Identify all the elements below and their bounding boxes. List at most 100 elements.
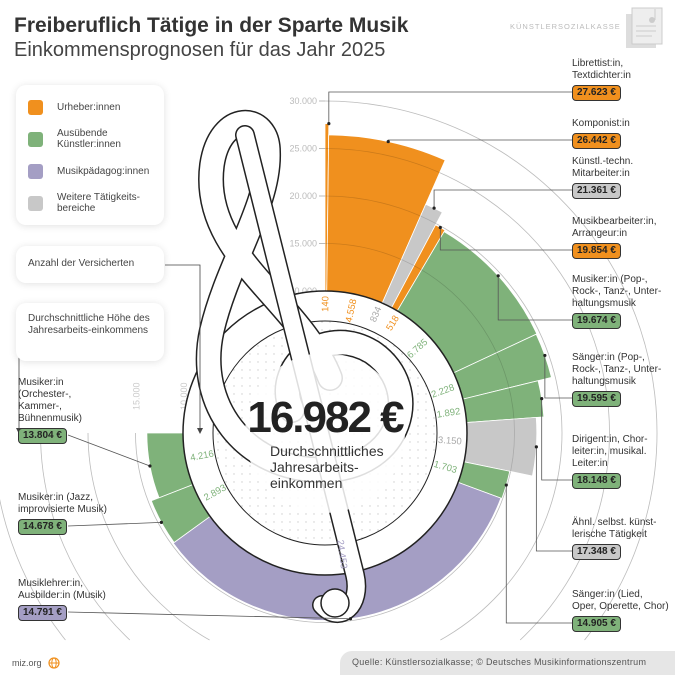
leader-line <box>505 485 572 624</box>
income-badge: 14.905 € <box>572 616 621 632</box>
leader-dot <box>534 445 538 449</box>
income-badge: 26.442 € <box>572 133 621 149</box>
leader-dot <box>496 274 500 278</box>
legend-item-weitere: Weitere Tätigkeits-bereiche <box>16 187 164 219</box>
leader-dot <box>327 122 331 126</box>
legend-item-urheber: Urheber:innen <box>16 91 164 123</box>
leader-lines <box>67 91 572 624</box>
leader-dot <box>540 397 544 401</box>
count-pointer-line <box>165 264 201 430</box>
legend-swatch <box>28 131 43 147</box>
legend-item-ausuebende: Ausübende Künstler:innen <box>16 123 164 155</box>
leader-line <box>497 275 572 321</box>
category-label-line: Dirigent:in, Chor- <box>572 434 648 445</box>
income-badge: 19.595 € <box>572 391 621 407</box>
category-label-line: Oper, Operette, Chor) <box>572 601 669 612</box>
category-label-line: Sänger:in (Lied, <box>572 589 643 600</box>
income-badge: 14.678 € <box>18 519 67 535</box>
legend-item-paedagogen: Musikpädagog:innen <box>16 155 164 187</box>
category-label-line: improvisierte Musik) <box>18 504 107 515</box>
leader-dot <box>432 206 436 210</box>
axis-tick-label-left: 15.000 <box>132 382 142 410</box>
count-note-card: Anzahl der Versicherten <box>16 246 164 283</box>
bars <box>146 123 552 621</box>
axis-tick-label: 30.000 <box>289 96 317 106</box>
leader-dot <box>386 139 390 144</box>
category-label-line: Ausbilder:in (Musik) <box>18 590 106 601</box>
category-label: Sänger:in (Lied, Oper, Operette, Chor) 14.… <box>572 589 669 632</box>
leader-dot <box>543 353 547 358</box>
count-label: 4.558 <box>344 298 360 324</box>
grid-arc <box>87 432 210 641</box>
site-link[interactable]: miz.org <box>12 657 60 669</box>
count-label: 140 <box>320 296 331 312</box>
category-label: Musiker:in (Jazz, improvisierte Musik) 14.… <box>18 492 107 535</box>
brand-name: KÜNSTLERSOZIALKASSE <box>510 22 621 31</box>
category-label-line: Leiter:in <box>572 458 608 469</box>
grid-arc <box>324 195 563 641</box>
count-label: 3.150 <box>438 435 462 448</box>
treble-clef-icon <box>195 109 414 623</box>
category-label-line: Musikbearbeiter:in, <box>572 216 657 227</box>
category-label: Komponist:in 26.442 € <box>572 118 630 149</box>
leader-dot <box>504 483 508 487</box>
income-badge: 19.674 € <box>572 313 621 329</box>
category-label: Künstl.-techn. Mitarbeiter:in 21.361 € <box>572 156 633 199</box>
grid-arc <box>40 432 131 641</box>
category-label-line: Bühnenmusik) <box>18 413 82 424</box>
legend-swatch <box>28 195 43 211</box>
category-label: Musiklehrer:in, Ausbilder:in (Musik) 14.79… <box>18 578 106 621</box>
category-label: Dirigent:in, Chor-leiter:in, musikal. Lei… <box>572 434 648 489</box>
grid-arc <box>40 432 131 641</box>
category-label-line: Arrangeur:in <box>572 228 628 239</box>
leader-line <box>328 91 572 124</box>
income-badge: 17.348 € <box>572 544 621 560</box>
page-subtitle: Einkommensprognosen für das Jahr 2025 <box>14 39 386 61</box>
income-badge: 27.623 € <box>572 85 621 101</box>
leader-line <box>544 355 572 399</box>
income-badge: 19.854 € <box>572 243 621 259</box>
leader-line <box>67 521 162 527</box>
axis-tick-label: 25.000 <box>289 144 317 154</box>
leader-line <box>535 446 572 552</box>
category-label-line: Sänger:in (Pop-, <box>572 352 645 363</box>
income-badge: 13.804 € <box>18 428 67 444</box>
globe-icon <box>47 657 60 669</box>
category-label-line: Komponist:in <box>572 118 630 129</box>
document-music-icon <box>626 7 663 48</box>
legend: Urheber:innen Ausübende Künstler:innen M… <box>16 85 164 225</box>
category-label-line: Rock-, Tanz-, Unter- <box>572 364 662 375</box>
leader-line <box>433 189 572 209</box>
grid-arc <box>87 432 210 641</box>
grid-arc <box>135 243 515 623</box>
category-label: Ähnl. selbst. künst-lerische Tätigkeit 17… <box>572 517 656 560</box>
axis-tick-label-left: 10.000 <box>179 382 189 410</box>
legend-swatch <box>28 163 43 179</box>
category-label-line: Musiklehrer:in, <box>18 578 84 589</box>
category-label-line: leiter:in, musikal. <box>572 446 647 457</box>
category-label-line: Ähnl. selbst. künst- <box>572 517 657 528</box>
grid-arc <box>324 100 658 641</box>
legend-swatch <box>28 99 43 115</box>
category-label-line: Mitarbeiter:in <box>572 168 630 179</box>
axis-tick-label: 10.000 <box>289 286 317 296</box>
center-label-3: einkommen <box>270 475 342 491</box>
center-value: 16.982 € <box>247 393 404 442</box>
axis-tick-label: 20.000 <box>289 191 317 201</box>
category-label-line: Kammer-, <box>18 401 62 412</box>
grid-arc <box>324 100 658 641</box>
leader-line <box>67 434 151 467</box>
leader-line <box>439 227 572 251</box>
source-note: Quelle: Künstlersozialkasse; © Deutsches… <box>340 651 675 675</box>
page-title: Freiberuflich Tätige in der Sparte Musik <box>14 14 409 37</box>
leader-line <box>387 139 572 142</box>
arrow-down-icon <box>197 428 203 434</box>
category-label-line: Librettist:in, <box>572 58 624 69</box>
leader-line <box>67 611 351 620</box>
category-label: Musikbearbeiter:in, Arrangeur:in 19.854 € <box>572 216 656 259</box>
category-label: Sänger:in (Pop-, Rock-, Tanz-, Unter-halt… <box>572 352 661 407</box>
category-label-line: Musiker:in (Jazz, <box>18 492 94 503</box>
count-label: 4.216 <box>189 449 214 464</box>
center-label-1: Durchschnittliches <box>270 443 384 459</box>
category-label: Musiker:in (Pop-, Rock-, Tanz-, Unter-hal… <box>572 274 661 329</box>
